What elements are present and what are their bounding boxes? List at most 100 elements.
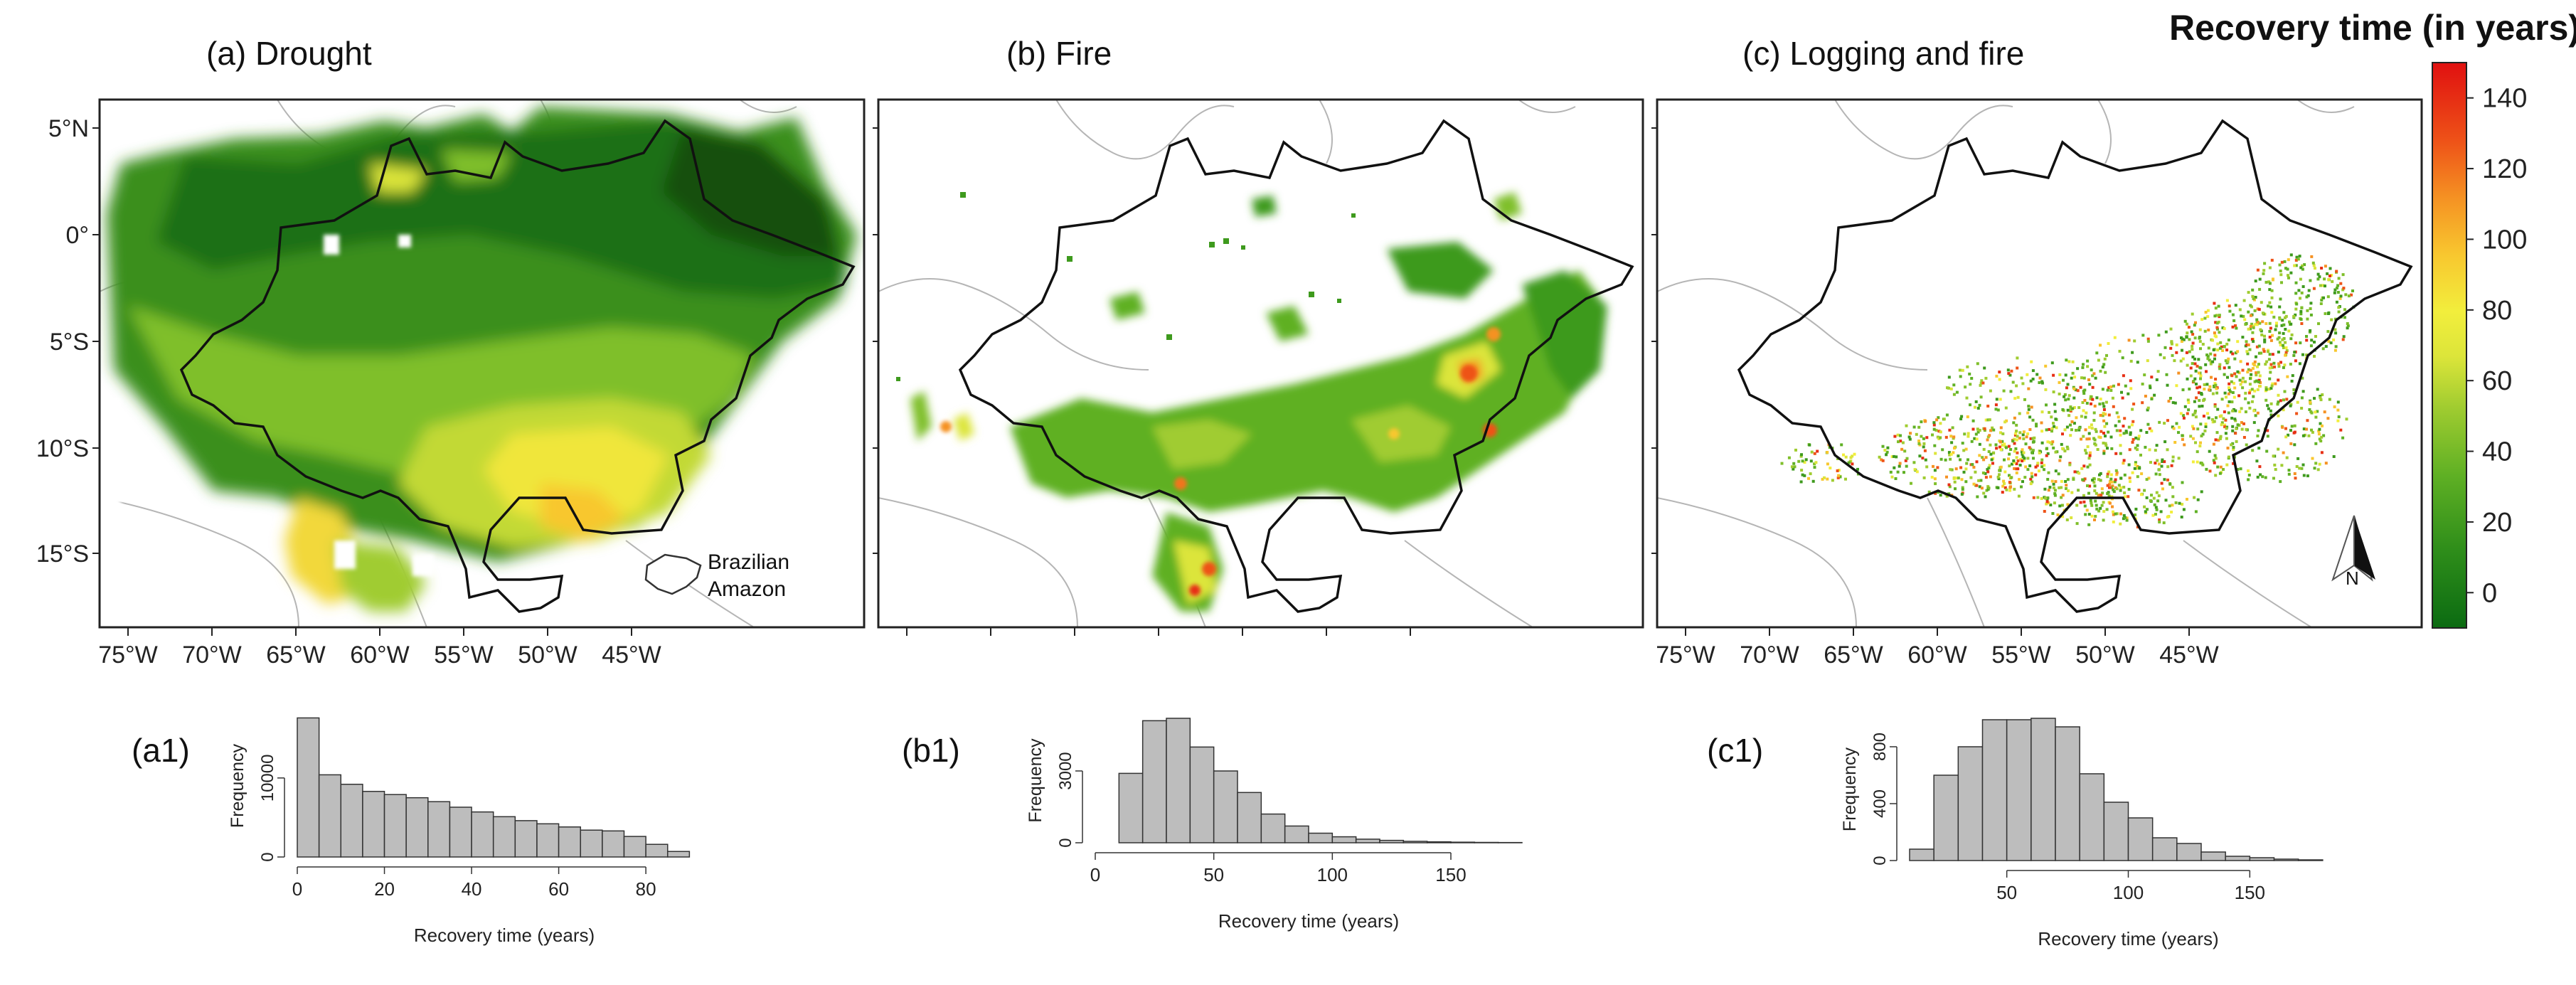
no-data-patches-a (100, 235, 434, 627)
hist-label-c1: (c1) (1707, 732, 1764, 769)
histogram-bar (2176, 843, 2202, 861)
panel-title-logging-fire: (c) Logging and fire (1742, 35, 2025, 72)
hist-y-tick-label: 10000 (258, 755, 277, 802)
map-frame-c (1656, 98, 2423, 629)
histogram-bar (1260, 813, 1286, 843)
histogram-bar (449, 806, 472, 858)
lon-tick-label: 70°W (1740, 641, 1799, 669)
legend-tick-label: 60 (2482, 366, 2512, 396)
legend-title: Recovery time (in years) (2169, 8, 2576, 48)
lon-tick-label: 50°W (2075, 641, 2135, 669)
hist-y-label: Frequency (228, 743, 248, 828)
histogram-bar (514, 820, 538, 858)
histogram-bar (1379, 839, 1405, 843)
map-panel-fire (877, 98, 1644, 629)
lon-tick-label: 45°W (602, 641, 661, 669)
histogram-bar (2006, 719, 2032, 861)
north-arrow-icon: N (2331, 515, 2375, 589)
lon-tick-label: 75°W (98, 641, 158, 669)
logging-fire-recovery-raster (1780, 253, 2356, 528)
lon-tick-label: 65°W (266, 641, 326, 669)
lon-tick-label: 55°W (1991, 641, 2051, 669)
histogram-bar (2103, 802, 2129, 861)
country-borders-b (878, 100, 1576, 627)
legend-tick-label: 100 (2482, 225, 2527, 255)
hist-y-tick-label: 0 (258, 852, 277, 861)
hist-x-tick-label: 50 (1203, 864, 1224, 885)
map-axes: 5°N 0° 5°S 10°S 15°S 75°W 70°W 65°W 60°W 55°W 50°W… (36, 115, 2219, 669)
histogram-bar (536, 823, 560, 858)
histogram-bar (1450, 841, 1476, 843)
lat-tick-label: 15°S (36, 541, 89, 568)
histogram-bar (492, 816, 516, 858)
histogram-bar (1957, 746, 1984, 861)
fire-small-patches (896, 192, 1356, 381)
legend-tick-label: 140 (2482, 84, 2527, 114)
lon-tick-label: 75°W (1656, 641, 1715, 669)
histogram-bar (602, 830, 625, 858)
histogram-bar (558, 826, 581, 858)
histogram-bar (1426, 841, 1452, 843)
map-frame-a (98, 98, 866, 629)
histogram-bar (623, 836, 646, 858)
drought-recovery-raster (107, 107, 857, 612)
hist-x-tick-label: 150 (1435, 864, 1466, 885)
hist-x-tick-label: 20 (374, 878, 395, 900)
map-frame-b (877, 98, 1644, 629)
histogram-bar (318, 774, 342, 858)
legend-tick-label: 40 (2482, 437, 2512, 467)
hist-y-tick-label: 0 (1870, 856, 1890, 865)
histogram-bar (1166, 718, 1191, 843)
north-label: N (2346, 568, 2359, 589)
lon-tick-label: 60°W (1907, 641, 1967, 669)
brazilian-amazon-outline-a (179, 119, 856, 613)
map-panel-logging-fire: N (1656, 98, 2423, 629)
inset-label-brazilian: Brazilian (708, 550, 789, 574)
histogram-bar (1118, 772, 1144, 843)
hist-y-tick-label: 800 (1870, 733, 1890, 761)
hist-x-label: Recovery time (years) (2038, 928, 2218, 949)
histogram-bar (666, 851, 691, 858)
hist-x-label: Recovery time (years) (414, 925, 595, 946)
lon-tick-label: 65°W (1824, 641, 1883, 669)
lon-tick-label: 60°W (350, 641, 410, 669)
lon-tick-label: 70°W (182, 641, 242, 669)
legend-colorbar: 140 120 100 80 60 40 20 0 (2432, 62, 2527, 629)
lon-tick-label: 45°W (2159, 641, 2219, 669)
histogram-bar (1331, 836, 1357, 843)
histogram-bar (2079, 773, 2105, 861)
histogram-bar (1284, 825, 1309, 843)
fire-recovery-raster (896, 192, 1607, 612)
histogram-bar (580, 829, 603, 858)
brazilian-amazon-inset-icon (644, 553, 702, 595)
hist-x-tick-label: 100 (2113, 882, 2144, 903)
histogram-2: 0 3000 Frequency 0 50 100 150 Recovery time (ye… (1026, 718, 1523, 932)
histogram-bar (2297, 859, 2324, 861)
histogram-bar (1237, 792, 1262, 843)
histogram-bar (471, 811, 494, 858)
hist-label-b1: (b1) (902, 732, 960, 769)
hist-y-label: Frequency (1840, 747, 1860, 831)
legend-tick-label: 0 (2482, 578, 2497, 608)
histogram-bar (340, 784, 363, 858)
histogram-bar (1308, 832, 1334, 843)
brazilian-amazon-outline-c (1737, 119, 2413, 613)
hist-x-tick-label: 50 (1996, 882, 2017, 903)
map-panel-drought: Brazilian Amazon (98, 98, 866, 629)
histogram-3: 0 400 800 Frequency 50 100 150 Recovery time (y… (1840, 718, 2324, 949)
histogram-bar (2225, 856, 2251, 861)
legend-tick-label: 20 (2482, 508, 2512, 538)
lat-tick-label: 5°N (48, 115, 89, 142)
hist-y-label: Frequency (1026, 738, 1045, 823)
histogram-bar (1933, 774, 1959, 861)
hist-x-tick-label: 40 (462, 878, 482, 900)
lat-tick-label: 5°S (50, 329, 89, 356)
histogram-bar (645, 843, 669, 858)
hist-y-tick-label: 400 (1870, 789, 1890, 818)
histogram-bar (383, 794, 407, 858)
hist-y-tick-label: 3000 (1056, 752, 1075, 789)
histogram-bar (2200, 851, 2226, 861)
